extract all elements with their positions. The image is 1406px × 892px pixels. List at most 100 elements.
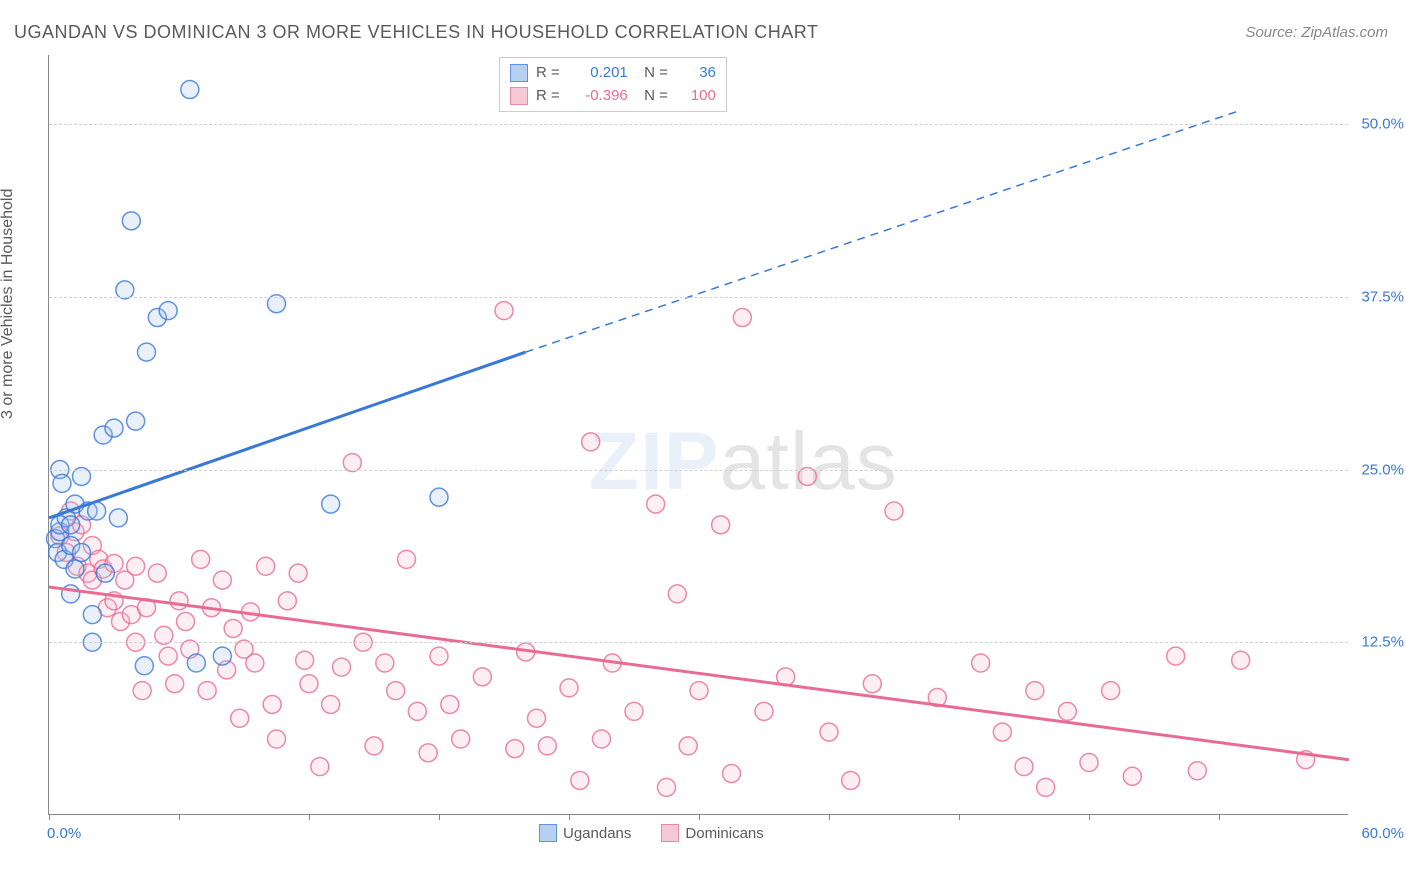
- scatter-point: [430, 647, 448, 665]
- scatter-point: [571, 771, 589, 789]
- scatter-point: [177, 613, 195, 631]
- legend-item: Dominicans: [661, 824, 763, 842]
- scatter-point: [376, 654, 394, 672]
- scatter-point: [138, 343, 156, 361]
- scatter-point: [679, 737, 697, 755]
- x-tick: [1219, 814, 1220, 820]
- stats-n-label: N =: [636, 62, 668, 85]
- y-tick-label: 25.0%: [1361, 461, 1404, 478]
- scatter-point: [658, 778, 676, 796]
- scatter-point: [322, 495, 340, 513]
- scatter-point: [560, 679, 578, 697]
- stats-r-label: R =: [536, 85, 560, 108]
- scatter-point: [73, 543, 91, 561]
- x-tick: [959, 814, 960, 820]
- scatter-point: [224, 619, 242, 637]
- chart-container: UGANDAN VS DOMINICAN 3 OR MORE VEHICLES …: [0, 0, 1406, 892]
- scatter-point: [263, 695, 281, 713]
- scatter-point: [690, 682, 708, 700]
- scatter-point: [733, 309, 751, 327]
- stats-n-label: N =: [636, 85, 668, 108]
- scatter-point: [296, 651, 314, 669]
- scatter-point: [1058, 702, 1076, 720]
- stats-row: R = -0.396 N = 100: [510, 85, 716, 108]
- stats-legend-box: R = 0.201 N = 36R = -0.396 N = 100: [499, 57, 727, 112]
- scatter-point: [1080, 753, 1098, 771]
- scatter-point: [159, 647, 177, 665]
- source-attribution: Source: ZipAtlas.com: [1245, 24, 1388, 41]
- y-axis-label: 3 or more Vehicles in Household: [0, 189, 17, 419]
- scatter-point: [972, 654, 990, 672]
- scatter-point: [1188, 762, 1206, 780]
- scatter-point: [993, 723, 1011, 741]
- scatter-point: [187, 654, 205, 672]
- scatter-point: [135, 657, 153, 675]
- scatter-point: [213, 571, 231, 589]
- scatter-point: [430, 488, 448, 506]
- series-swatch: [510, 64, 528, 82]
- scatter-point: [582, 433, 600, 451]
- scatter-point: [105, 419, 123, 437]
- scatter-point: [66, 560, 84, 578]
- scatter-point: [408, 702, 426, 720]
- x-tick: [569, 814, 570, 820]
- series-legend: Ugandans Dominicans: [539, 824, 764, 842]
- scatter-point: [109, 509, 127, 527]
- scatter-point: [495, 302, 513, 320]
- scatter-point: [625, 702, 643, 720]
- scatter-point: [231, 709, 249, 727]
- legend-swatch: [539, 824, 557, 842]
- series-swatch: [510, 87, 528, 105]
- y-tick-label: 12.5%: [1361, 634, 1404, 651]
- stats-n-value: 36: [676, 62, 716, 85]
- scatter-point: [1015, 758, 1033, 776]
- x-tick: [829, 814, 830, 820]
- scatter-point: [166, 675, 184, 693]
- scatter-point: [398, 550, 416, 568]
- scatter-point: [863, 675, 881, 693]
- legend-label: Ugandans: [563, 825, 631, 842]
- scatter-point: [278, 592, 296, 610]
- stats-r-label: R =: [536, 62, 560, 85]
- scatter-point: [1026, 682, 1044, 700]
- scatter-point: [127, 557, 145, 575]
- scatter-point: [668, 585, 686, 603]
- x-tick: [309, 814, 310, 820]
- scatter-svg: [49, 55, 1348, 814]
- scatter-point: [1167, 647, 1185, 665]
- scatter-point: [723, 765, 741, 783]
- scatter-point: [1102, 682, 1120, 700]
- scatter-point: [419, 744, 437, 762]
- stats-r-value: -0.396: [568, 85, 628, 108]
- scatter-point: [333, 658, 351, 676]
- scatter-point: [647, 495, 665, 513]
- scatter-point: [62, 516, 80, 534]
- scatter-point: [181, 81, 199, 99]
- scatter-point: [122, 212, 140, 230]
- scatter-point: [170, 592, 188, 610]
- x-axis-end-label: 60.0%: [1361, 825, 1404, 842]
- scatter-point: [246, 654, 264, 672]
- grid-line: [49, 124, 1348, 125]
- scatter-point: [593, 730, 611, 748]
- x-tick: [179, 814, 180, 820]
- scatter-point: [53, 474, 71, 492]
- scatter-point: [311, 758, 329, 776]
- scatter-point: [159, 302, 177, 320]
- scatter-point: [213, 647, 231, 665]
- legend-swatch: [661, 824, 679, 842]
- scatter-point: [506, 740, 524, 758]
- scatter-point: [322, 695, 340, 713]
- scatter-point: [268, 730, 286, 748]
- scatter-point: [1037, 778, 1055, 796]
- scatter-point: [365, 737, 383, 755]
- scatter-point: [192, 550, 210, 568]
- scatter-point: [452, 730, 470, 748]
- scatter-point: [96, 564, 114, 582]
- scatter-point: [1123, 767, 1141, 785]
- legend-item: Ugandans: [539, 824, 631, 842]
- scatter-point: [257, 557, 275, 575]
- x-tick: [699, 814, 700, 820]
- y-tick-label: 37.5%: [1361, 288, 1404, 305]
- stats-n-value: 100: [676, 85, 716, 108]
